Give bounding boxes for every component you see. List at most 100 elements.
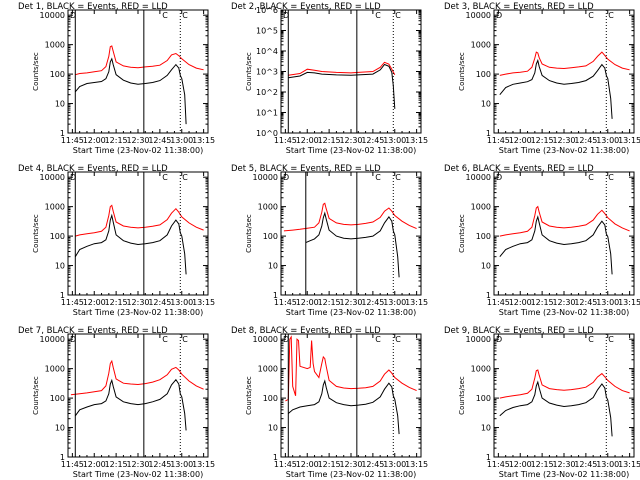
panel-title: Det 4, BLACK = Events, RED = LLD xyxy=(18,164,168,174)
x-tick-label: 11:45 xyxy=(487,460,510,469)
flag-label: D xyxy=(496,335,502,344)
y-axis-label: Counts/sec xyxy=(32,376,40,415)
y-axis-label: Counts/sec xyxy=(458,214,466,253)
x-tick-label: 12:00 xyxy=(83,298,106,307)
y-tick-label: 100 xyxy=(263,232,278,241)
y-tick-label: 10^5 xyxy=(256,27,278,36)
y-tick-label: 100 xyxy=(50,70,65,79)
y-tick-label: 10000 xyxy=(466,173,491,182)
flag-label: D xyxy=(283,11,289,20)
x-tick-label: 12:45 xyxy=(574,136,597,145)
x-tick-label: 12:00 xyxy=(509,298,532,307)
flag-label: C xyxy=(375,173,381,182)
x-axis-label: Start Time (23-Nov-02 11:38:00) xyxy=(73,470,203,479)
flag-label: C xyxy=(608,173,614,182)
y-tick-label: 10000 xyxy=(40,11,65,20)
y-tick-label: 10 xyxy=(55,100,65,109)
x-tick-label: 13:15 xyxy=(618,460,640,469)
events-series-line xyxy=(305,211,400,278)
panel-title: Det 5, BLACK = Events, RED = LLD xyxy=(231,164,381,174)
y-tick-label: 1 xyxy=(60,453,65,462)
x-tick-label: 12:15 xyxy=(318,460,341,469)
y-axis-label: Counts/sec xyxy=(245,376,253,415)
panel-title: Det 9, BLACK = Events, RED = LLD xyxy=(444,326,594,336)
x-tick-label: 12:45 xyxy=(148,460,171,469)
x-tick-label: 12:30 xyxy=(126,136,149,145)
y-axis-label: Counts/sec xyxy=(32,214,40,253)
x-tick-label: 12:30 xyxy=(552,136,575,145)
x-tick-label: 12:45 xyxy=(574,298,597,307)
x-tick-label: 12:00 xyxy=(509,460,532,469)
x-tick-label: 12:30 xyxy=(126,460,149,469)
x-tick-label: 13:00 xyxy=(596,136,619,145)
y-tick-label: 10 xyxy=(268,262,278,271)
flag-label: D xyxy=(70,335,76,344)
x-axis-label: Start Time (23-Nov-02 11:38:00) xyxy=(73,146,203,155)
x-tick-label: 12:15 xyxy=(105,298,128,307)
lld-series-line xyxy=(285,335,417,402)
lld-series-line xyxy=(283,202,417,232)
events-series-line xyxy=(499,215,613,275)
x-tick-label: 13:00 xyxy=(383,460,406,469)
lld-series-line xyxy=(75,204,204,237)
x-tick-label: 11:45 xyxy=(61,298,84,307)
panel-title: Det 3, BLACK = Events, RED = LLD xyxy=(444,2,594,12)
y-tick-label: 100 xyxy=(476,394,491,403)
y-tick-label: 10000 xyxy=(40,173,65,182)
x-axis-label: Start Time (23-Nov-02 11:38:00) xyxy=(286,470,416,479)
x-axis-label: Start Time (23-Nov-02 11:38:00) xyxy=(73,308,203,317)
y-axis-label: Counts/sec xyxy=(458,376,466,415)
x-tick-label: 12:30 xyxy=(126,298,149,307)
x-tick-label: 12:30 xyxy=(339,136,362,145)
x-tick-label: 12:15 xyxy=(318,136,341,145)
y-tick-label: 10^4 xyxy=(256,47,278,56)
flag-label: C xyxy=(588,173,594,182)
y-tick-label: 10^6 xyxy=(256,6,278,15)
y-tick-label: 1 xyxy=(486,291,491,300)
x-tick-label: 12:00 xyxy=(296,460,319,469)
lld-series-line xyxy=(499,205,630,237)
x-tick-label: 13:00 xyxy=(596,460,619,469)
flag-label: C xyxy=(182,335,188,344)
x-tick-label: 13:00 xyxy=(170,298,193,307)
flag-label: C xyxy=(608,335,614,344)
x-tick-label: 13:15 xyxy=(192,136,215,145)
flag-label: C xyxy=(162,173,168,182)
flag-label: C xyxy=(182,173,188,182)
x-axis-label: Start Time (23-Nov-02 11:38:00) xyxy=(499,308,629,317)
y-tick-label: 10 xyxy=(55,424,65,433)
y-tick-label: 1000 xyxy=(45,203,65,212)
y-tick-label: 1 xyxy=(273,291,278,300)
events-series-line xyxy=(74,57,187,125)
x-tick-label: 12:00 xyxy=(296,136,319,145)
x-tick-label: 12:45 xyxy=(148,298,171,307)
flag-label: C xyxy=(395,173,401,182)
x-tick-label: 12:00 xyxy=(296,298,319,307)
y-tick-label: 1000 xyxy=(45,365,65,374)
lld-series-line xyxy=(70,359,204,396)
flag-label: C xyxy=(162,11,168,20)
flag-label: D xyxy=(70,11,76,20)
y-tick-label: 1000 xyxy=(258,203,278,212)
x-tick-label: 12:00 xyxy=(83,136,106,145)
y-tick-label: 1 xyxy=(60,291,65,300)
flag-label: C xyxy=(182,11,188,20)
lld-series-line xyxy=(75,45,204,76)
panel-title: Det 1, BLACK = Events, RED = LLD xyxy=(18,2,168,12)
x-tick-label: 12:30 xyxy=(339,298,362,307)
x-axis-label: Start Time (23-Nov-02 11:38:00) xyxy=(499,146,629,155)
y-tick-label: 10 xyxy=(481,262,491,271)
flag-label: C xyxy=(588,11,594,20)
x-tick-label: 12:15 xyxy=(105,460,128,469)
x-tick-label: 12:45 xyxy=(574,460,597,469)
flag-label: D xyxy=(496,11,502,20)
x-tick-label: 12:15 xyxy=(531,136,554,145)
y-tick-label: 100 xyxy=(476,70,491,79)
